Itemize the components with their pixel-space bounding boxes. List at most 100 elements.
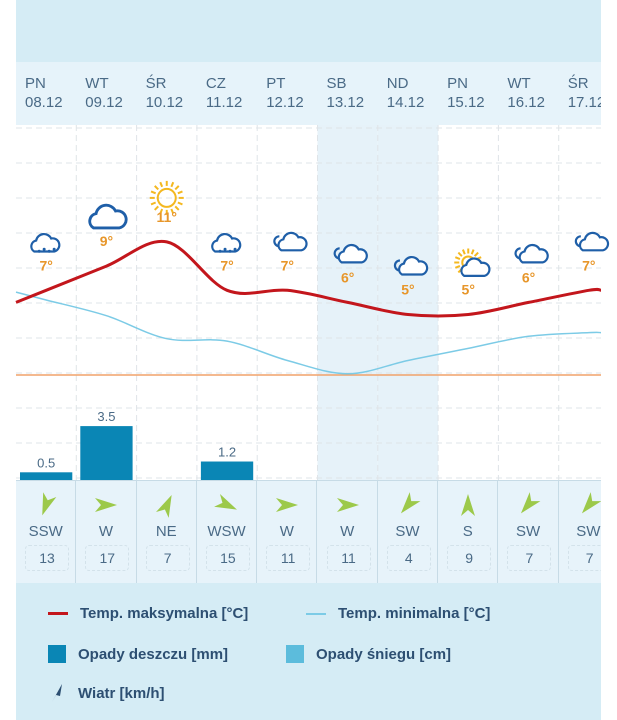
legend-min: Temp. minimalna [°C]	[306, 605, 490, 622]
wind-direction: NE	[155, 523, 177, 540]
wind-cell: NE 7	[137, 481, 197, 584]
day-date: 09.12	[85, 94, 123, 111]
wind-speed: 4	[386, 545, 431, 571]
max-temp-label: 9°	[100, 233, 113, 249]
max-swatch	[48, 612, 68, 615]
legend-snow-label: Opady śniegu [cm]	[316, 645, 452, 663]
wind-direction: W	[98, 523, 114, 540]
wind-arrow-icon	[276, 498, 299, 512]
clouds-icon	[273, 231, 308, 252]
rain-bar	[200, 461, 254, 480]
rain-bar	[20, 472, 73, 480]
wind-arrow-icon	[95, 498, 118, 512]
day-of-week: WT	[507, 75, 531, 92]
legend-min-label: Temp. minimalna [°C]	[338, 605, 491, 622]
day-of-week: PN	[447, 75, 468, 92]
day-label: SB 13.12	[327, 74, 365, 112]
day-of-week: ŚR	[567, 75, 589, 92]
wind-direction: SW	[395, 523, 420, 540]
min-temp-line	[15, 291, 602, 375]
wind-speed: 11	[266, 545, 311, 571]
sun-cloud-icon	[454, 248, 491, 277]
wind-direction: W	[340, 523, 355, 540]
wind-speed: 17	[85, 545, 130, 571]
wind-speed: 7	[507, 545, 552, 571]
legend-max: Temp. maksymalna [°C]	[48, 605, 248, 622]
wind-cell: W 11	[318, 481, 378, 584]
day-of-week: ND	[386, 75, 409, 92]
min-swatch	[306, 612, 326, 615]
max-temp-label: 5°	[401, 282, 414, 298]
wind-direction: W	[279, 523, 294, 540]
max-temp-label: 7°	[39, 257, 52, 273]
day-date: 12.12	[266, 94, 304, 111]
wind-cell: SW 4	[378, 481, 439, 584]
wind-arrow-icon	[213, 494, 237, 510]
day-date: 08.12	[25, 94, 63, 111]
day-date: 16.12	[507, 94, 545, 111]
day-date: 13.12	[326, 94, 365, 111]
wind-arrow-icon	[461, 494, 476, 516]
day-of-week: ŚR	[145, 75, 167, 92]
legend-snow: Opady śniegu [cm]	[286, 645, 451, 663]
wind-arrow-icon	[155, 495, 172, 518]
max-temp-label: 11°	[157, 209, 177, 225]
day-date: 10.12	[145, 94, 184, 111]
cloud-icon	[88, 203, 128, 230]
wind-speed: 15	[205, 545, 250, 571]
wind-speed: 7	[145, 545, 190, 571]
max-temp-label: 7°	[281, 257, 294, 273]
rain-cloud-icon	[211, 232, 242, 253]
wind-cell: SW 7	[559, 481, 601, 584]
wind-direction: SSW	[28, 523, 63, 540]
legend-wind-label: Wiatr [km/h]	[78, 684, 165, 702]
wind-speed: 9	[447, 545, 492, 571]
rain-swatch	[48, 645, 66, 663]
wind-speed: 13	[25, 545, 69, 571]
day-of-week: WT	[85, 75, 109, 92]
wind-cell: SSW 13	[16, 481, 77, 584]
wind-direction: SW	[515, 523, 541, 540]
wind-arrow-icon	[400, 492, 421, 514]
legend-max-label: Temp. maksymalna [°C]	[80, 605, 249, 622]
wind-arrow-icon	[336, 498, 359, 512]
day-date: 15.12	[447, 94, 485, 111]
clouds-icon	[514, 243, 549, 264]
wind-cell: SW 7	[498, 481, 559, 584]
day-of-week: PT	[266, 75, 286, 92]
max-temp-label: 6°	[522, 269, 535, 285]
day-label: PT 12.12	[266, 74, 304, 112]
day-of-week: CZ	[205, 75, 226, 92]
wind-direction: SW	[576, 523, 601, 540]
day-date: 14.12	[386, 94, 425, 111]
wind-cell: W 11	[257, 481, 318, 584]
day-label: ŚR 17.12	[568, 74, 601, 112]
clouds-icon	[393, 255, 429, 276]
wind-row: SSW 13 W 17 NE 7 WSW 15 W 11 W 11 SW 4 S 9 SW 7 SW 7	[16, 480, 601, 584]
top-band	[16, 0, 601, 62]
wind-direction: S	[462, 523, 473, 540]
snow-swatch	[286, 645, 304, 663]
rain-bar-label: 1.2	[218, 445, 236, 460]
day-label: ŚR 10.12	[146, 74, 184, 112]
sun-icon	[149, 180, 184, 215]
day-header-row: PN 08.12 WT 09.12 ŚR 10.12 CZ 11.12 PT 12.12 SB 13.…	[16, 62, 601, 125]
day-label: PN 08.12	[25, 74, 63, 112]
wind-arrow-icon	[52, 684, 62, 702]
clouds-icon	[574, 231, 610, 252]
day-of-week: SB	[326, 75, 347, 92]
legend-rain: Opady deszczu [mm]	[48, 645, 228, 663]
wind-speed: 7	[567, 545, 601, 571]
day-label: WT 16.12	[507, 74, 545, 112]
max-temp-label: 7°	[220, 257, 233, 273]
day-label: PN 15.12	[447, 74, 485, 112]
legend: Temp. maksymalna [°C] Temp. minimalna [°…	[16, 583, 601, 720]
wind-direction: WSW	[207, 523, 246, 540]
legend-wind: Wiatr [km/h]	[48, 683, 165, 703]
rain-bar	[80, 426, 133, 480]
legend-rain-label: Opady deszczu [mm]	[78, 645, 229, 663]
temperature-precip-chart: 0.5 3.5 1.2 7° 9° 11° 7° 7° 6° 5° 5° 6° 7°	[15, 125, 610, 480]
wind-arrow-icon	[581, 492, 601, 514]
